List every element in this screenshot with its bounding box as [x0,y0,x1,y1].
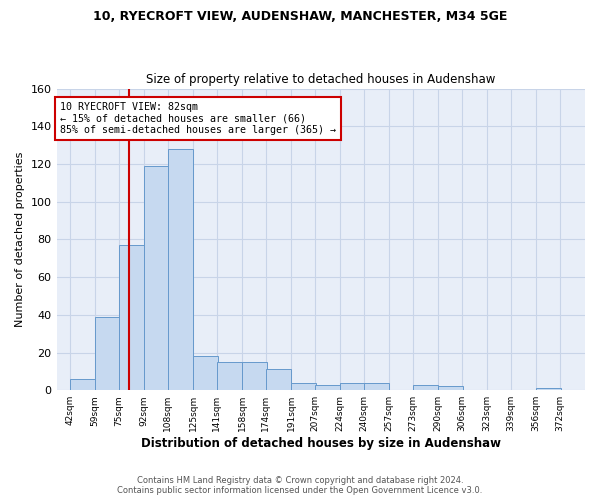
Bar [438,386,463,390]
Y-axis label: Number of detached properties: Number of detached properties [15,152,25,327]
Bar [144,166,169,390]
Bar [119,245,144,390]
Bar [70,379,95,390]
Bar [266,370,291,390]
Bar [242,362,268,390]
Bar [340,382,365,390]
Bar [315,384,340,390]
Text: 10 RYECROFT VIEW: 82sqm
← 15% of detached houses are smaller (66)
85% of semi-de: 10 RYECROFT VIEW: 82sqm ← 15% of detache… [59,102,335,135]
Bar [95,316,121,390]
X-axis label: Distribution of detached houses by size in Audenshaw: Distribution of detached houses by size … [141,437,501,450]
Title: Size of property relative to detached houses in Audenshaw: Size of property relative to detached ho… [146,73,496,86]
Text: Contains HM Land Registry data © Crown copyright and database right 2024.
Contai: Contains HM Land Registry data © Crown c… [118,476,482,495]
Bar [364,382,389,390]
Bar [536,388,561,390]
Bar [217,362,242,390]
Bar [413,384,438,390]
Bar [193,356,218,390]
Bar [291,382,316,390]
Text: 10, RYECROFT VIEW, AUDENSHAW, MANCHESTER, M34 5GE: 10, RYECROFT VIEW, AUDENSHAW, MANCHESTER… [93,10,507,23]
Bar [168,149,193,390]
